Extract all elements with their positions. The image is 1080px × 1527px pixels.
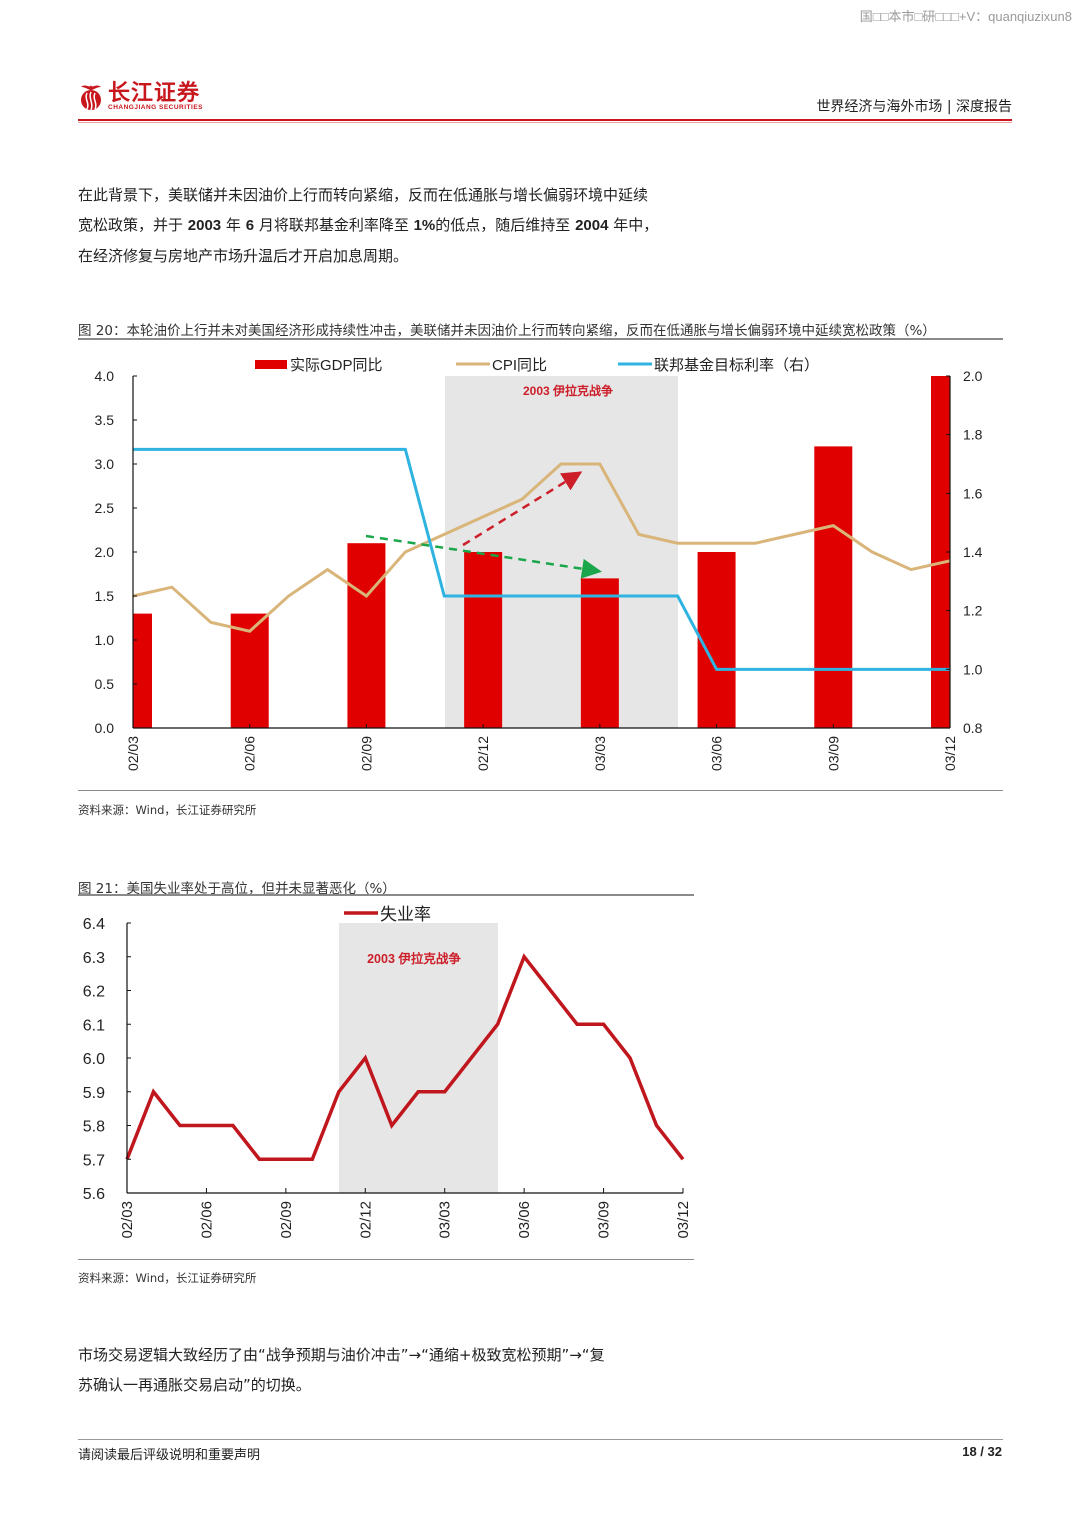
logo-english-name: CHANGJIANG SECURITIES bbox=[108, 103, 204, 111]
text-segment: 月将联邦基金利率降至 bbox=[254, 216, 414, 234]
figure-20-chart: 2003 伊拉克战争 0.0 0.5 1.0 1.5 2.0 2.5 3.0 3.5 4.0 0.8… bbox=[95, 357, 983, 771]
figure-21-bottom-rule bbox=[78, 1259, 694, 1260]
closing-line-1: 市场交易逻辑大致经历了由“战争预期与油价冲击”→“通缩+极致宽松预期”→“复 bbox=[78, 1346, 605, 1364]
figure-21-title-rule bbox=[78, 894, 694, 896]
header-divider-shadow bbox=[78, 122, 1012, 123]
intro-line-3: 在经济修复与房地产市场升温后才开启加息周期。 bbox=[78, 247, 409, 265]
y-tick-label: 5.9 bbox=[83, 1085, 105, 1102]
red-dashed-arrow bbox=[462, 471, 583, 547]
y-tick-label: 6.3 bbox=[83, 950, 105, 967]
left-tick-label: 1.5 bbox=[95, 588, 115, 604]
text-segment: 年中， bbox=[608, 216, 659, 234]
figure-21-chart: 2003 伊拉克战争 5.6 5.7 5.8 5.9 6.0 6.1 6.2 6.3 6.4 02/… bbox=[83, 905, 692, 1239]
footer-divider bbox=[78, 1439, 1003, 1440]
x-tick-label: 02/12 bbox=[475, 736, 491, 771]
report-section-label: 世界经济与海外市场 | 深度报告 bbox=[816, 99, 1012, 115]
right-tick-label: 1.8 bbox=[963, 427, 983, 443]
shade-label: 2003 伊拉克战争 bbox=[367, 951, 461, 966]
legend-unemployment-label: 失业率 bbox=[380, 905, 431, 924]
figure-21-title: 图 21：美国失业率处于高位，但并未显著恶化（%） bbox=[78, 881, 396, 897]
gdp-bar bbox=[580, 578, 619, 728]
right-tick-label: 1.2 bbox=[963, 603, 983, 619]
y-tick-label: 6.0 bbox=[83, 1051, 105, 1068]
x-tick-label: 03/03 bbox=[592, 736, 608, 771]
left-tick-label: 3.5 bbox=[95, 412, 115, 428]
unemployment-line bbox=[125, 953, 685, 1161]
green-dashed-arrow bbox=[365, 534, 602, 579]
right-tick-label: 1.6 bbox=[963, 485, 983, 501]
x-tick-label: 03/03 bbox=[437, 1201, 454, 1239]
text-segment: 宽松政策，并于 bbox=[78, 216, 188, 234]
x-tick-label: 03/09 bbox=[596, 1201, 613, 1239]
figure-20-title: 图 20：本轮油价上行并未对美国经济形成持续性冲击，美联储并未因油价上行而转向紧… bbox=[78, 323, 936, 339]
figure-20-title-rule bbox=[78, 338, 1003, 340]
gdp-bar bbox=[133, 613, 152, 728]
legend-gdp-label: 实际GDP同比 bbox=[290, 357, 383, 374]
gdp-bar bbox=[347, 543, 386, 728]
left-tick-label: 0.5 bbox=[95, 676, 115, 692]
legend-fed-label: 联邦基金目标利率（右） bbox=[654, 357, 819, 374]
right-tick-label: 0.8 bbox=[963, 720, 983, 736]
right-tick-label: 1.4 bbox=[963, 544, 983, 560]
figure-20-bottom-rule bbox=[78, 790, 1003, 791]
x-tick-label: 02/12 bbox=[357, 1201, 374, 1239]
left-tick-label: 2.0 bbox=[95, 544, 115, 560]
header-divider bbox=[78, 119, 1012, 121]
left-tick-label: 0.0 bbox=[95, 720, 115, 736]
gdp-bar bbox=[697, 552, 736, 728]
y-tick-label: 5.8 bbox=[83, 1119, 105, 1136]
y-tick-label: 5.7 bbox=[83, 1152, 105, 1169]
y-tick-label: 6.4 bbox=[83, 916, 105, 933]
x-tick-label: 02/09 bbox=[278, 1201, 295, 1239]
left-tick-label: 2.5 bbox=[95, 500, 115, 516]
intro-line-2: 宽松政策，并于 2003 年 6 月将联邦基金利率降至 1%的低点，随后维持至 … bbox=[78, 210, 718, 241]
watermark: 国□□本市□研□□□+V：quanqiuzixun8 bbox=[859, 9, 1072, 24]
figure-20-source: 资料来源：Wind，长江证券研究所 bbox=[78, 803, 257, 817]
year-2003: 2003 bbox=[187, 217, 222, 234]
text-segment: 的低点，随后维持至 bbox=[435, 216, 576, 234]
right-tick-label: 1.0 bbox=[963, 661, 983, 677]
x-tick-label: 02/03 bbox=[125, 736, 141, 771]
footer-disclaimer: 请阅读最后评级说明和重要声明 bbox=[78, 1448, 261, 1463]
right-tick-label: 2.0 bbox=[963, 368, 983, 384]
month-6: 6 bbox=[245, 217, 255, 234]
gdp-bar bbox=[814, 446, 853, 728]
shade-label: 2003 伊拉克战争 bbox=[523, 383, 613, 398]
year-2004: 2004 bbox=[575, 217, 609, 234]
y-tick-label: 5.6 bbox=[83, 1186, 105, 1203]
x-tick-label: 02/06 bbox=[198, 1201, 215, 1239]
intro-paragraph: 在此背景下，美联储并未因油价上行而转向紧缩，反而在低通胀与增长偏弱环境中延续 宽… bbox=[78, 180, 718, 271]
text-segment: 年 bbox=[221, 216, 246, 234]
closing-line-2: 苏确认一再通胀交易启动”的切换。 bbox=[78, 1376, 311, 1394]
figure-21-source: 资料来源：Wind，长江证券研究所 bbox=[78, 1271, 257, 1285]
x-tick-label: 03/12 bbox=[942, 736, 958, 771]
intro-line-1: 在此背景下，美联储并未因油价上行而转向紧缩，反而在低通胀与增长偏弱环境中延续 bbox=[78, 186, 649, 204]
logo-chinese-name: 长江证券 bbox=[108, 79, 201, 106]
x-tick-label: 03/06 bbox=[516, 1201, 533, 1239]
y-tick-label: 6.2 bbox=[83, 984, 105, 1001]
closing-paragraph: 市场交易逻辑大致经历了由“战争预期与油价冲击”→“通缩+极致宽松预期”→“复 苏… bbox=[78, 1340, 718, 1400]
x-tick-label: 03/06 bbox=[709, 736, 725, 771]
x-tick-label: 03/12 bbox=[675, 1201, 692, 1239]
cpi-line bbox=[132, 462, 951, 633]
x-tick-label: 02/03 bbox=[119, 1201, 136, 1239]
left-tick-label: 4.0 bbox=[95, 368, 115, 384]
x-tick-label: 03/09 bbox=[825, 736, 841, 771]
company-logo: 长江证券 CHANGJIANG SECURITIES bbox=[78, 78, 203, 114]
gdp-bar bbox=[464, 552, 503, 728]
left-tick-label: 3.0 bbox=[95, 456, 115, 472]
legend-cpi-label: CPI同比 bbox=[492, 357, 547, 374]
rate-1pct: 1% bbox=[413, 217, 436, 234]
logo-emblem-icon bbox=[78, 81, 104, 111]
fed-funds-line bbox=[133, 447, 950, 671]
y-tick-label: 6.1 bbox=[83, 1017, 105, 1034]
left-tick-label: 1.0 bbox=[95, 632, 115, 648]
gdp-bar bbox=[931, 376, 950, 728]
page-number: 18 / 32 bbox=[962, 1444, 1002, 1459]
x-tick-label: 02/06 bbox=[242, 736, 258, 771]
legend-gdp-swatch bbox=[255, 360, 287, 369]
x-tick-label: 02/09 bbox=[358, 736, 374, 771]
